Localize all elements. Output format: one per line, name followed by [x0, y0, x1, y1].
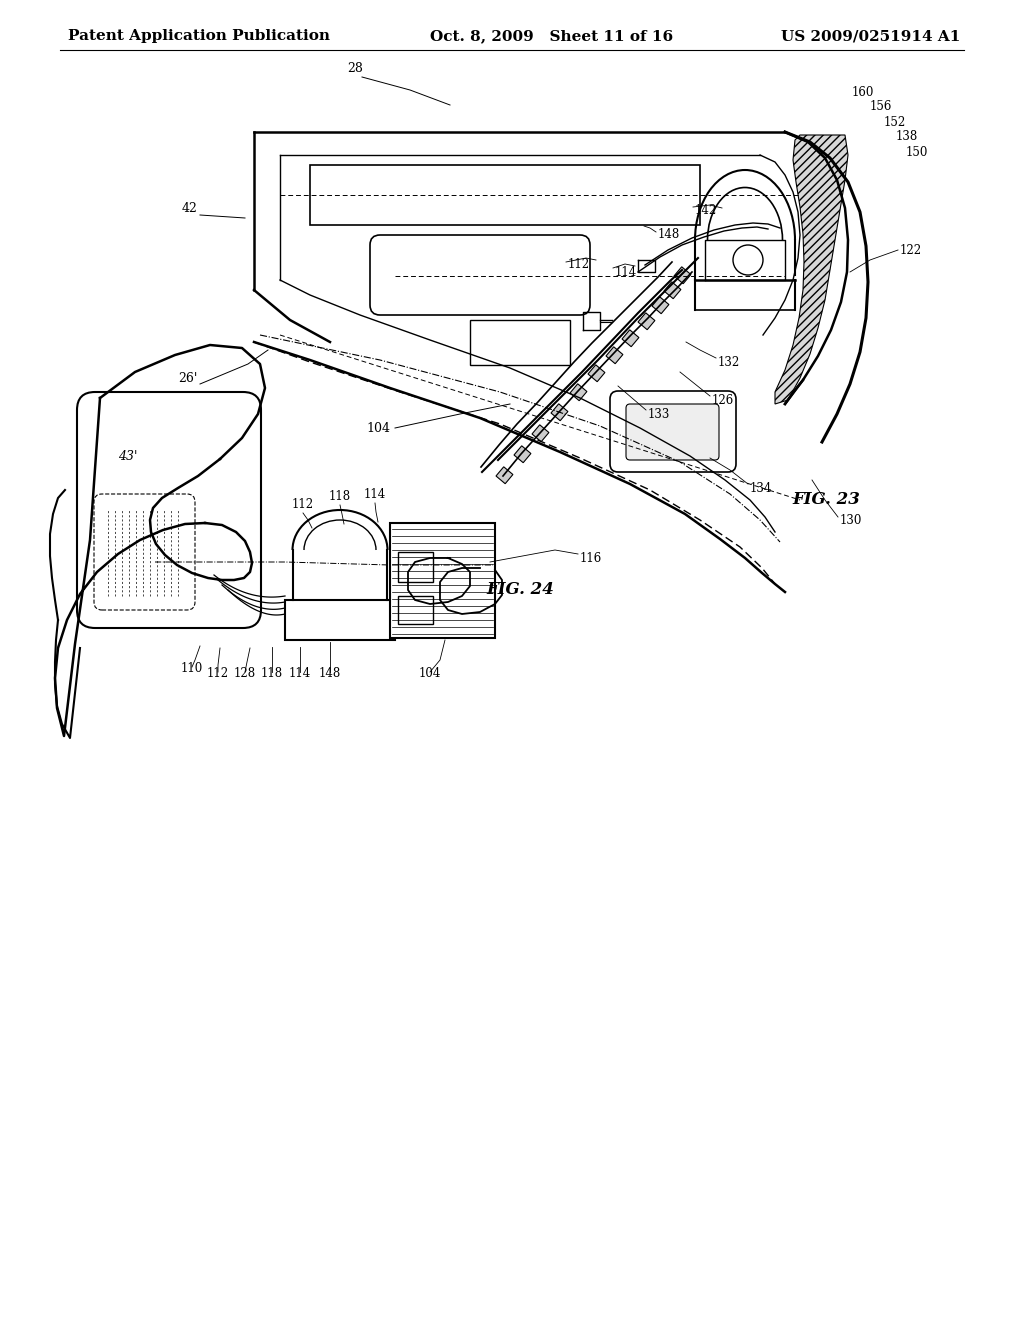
Text: 128: 128 [233, 667, 256, 680]
Text: 132: 132 [718, 355, 740, 368]
Bar [496, 467, 513, 483]
Text: 148: 148 [658, 228, 680, 242]
Text: 130: 130 [840, 513, 862, 527]
Text: 112: 112 [207, 667, 229, 680]
Text: 122: 122 [900, 243, 923, 256]
Text: 142: 142 [695, 203, 717, 216]
Bar [390, 523, 495, 638]
Bar [398, 552, 433, 582]
Text: 156: 156 [870, 100, 892, 114]
Bar [606, 347, 623, 364]
Bar [674, 267, 691, 284]
Text: 114: 114 [364, 488, 386, 502]
Text: 114: 114 [289, 667, 311, 680]
Bar [551, 404, 568, 421]
Text: 116: 116 [580, 552, 602, 565]
Text: 104: 104 [366, 422, 390, 436]
Text: 118: 118 [329, 490, 351, 503]
Bar [532, 425, 549, 442]
Text: Oct. 8, 2009   Sheet 11 of 16: Oct. 8, 2009 Sheet 11 of 16 [430, 29, 673, 44]
Text: 26': 26' [178, 372, 198, 385]
Text: 148: 148 [318, 667, 341, 680]
Bar [570, 384, 587, 401]
Text: 43': 43' [119, 450, 137, 463]
Bar [514, 446, 530, 463]
Text: 112: 112 [292, 498, 314, 511]
Bar [310, 165, 700, 224]
Bar [652, 297, 669, 314]
Text: 138: 138 [896, 131, 919, 144]
FancyBboxPatch shape [626, 404, 719, 459]
Text: 104: 104 [419, 667, 441, 680]
Text: Patent Application Publication: Patent Application Publication [68, 29, 330, 44]
Bar [622, 330, 639, 347]
Text: 134: 134 [750, 482, 772, 495]
Text: US 2009/0251914 A1: US 2009/0251914 A1 [780, 29, 961, 44]
Text: 150: 150 [906, 145, 929, 158]
FancyBboxPatch shape [370, 235, 590, 315]
Text: 152: 152 [884, 116, 906, 128]
Text: 42: 42 [182, 202, 198, 215]
Text: FIG. 23: FIG. 23 [792, 491, 860, 508]
Text: FIG. 24: FIG. 24 [486, 582, 554, 598]
Text: 110: 110 [181, 663, 203, 675]
Text: 160: 160 [852, 86, 874, 99]
Bar [664, 281, 681, 298]
Text: 114: 114 [615, 265, 637, 279]
FancyBboxPatch shape [77, 392, 261, 628]
Text: 112: 112 [568, 259, 590, 272]
Polygon shape [775, 135, 848, 404]
Bar [638, 313, 655, 330]
Text: 126: 126 [712, 393, 734, 407]
FancyBboxPatch shape [610, 391, 736, 473]
Text: 28: 28 [347, 62, 362, 75]
Bar [470, 319, 570, 366]
Bar [588, 364, 605, 381]
Circle shape [733, 246, 763, 275]
Text: 133: 133 [648, 408, 671, 421]
Text: 118: 118 [261, 667, 283, 680]
Bar [285, 601, 395, 640]
Bar [398, 597, 433, 624]
